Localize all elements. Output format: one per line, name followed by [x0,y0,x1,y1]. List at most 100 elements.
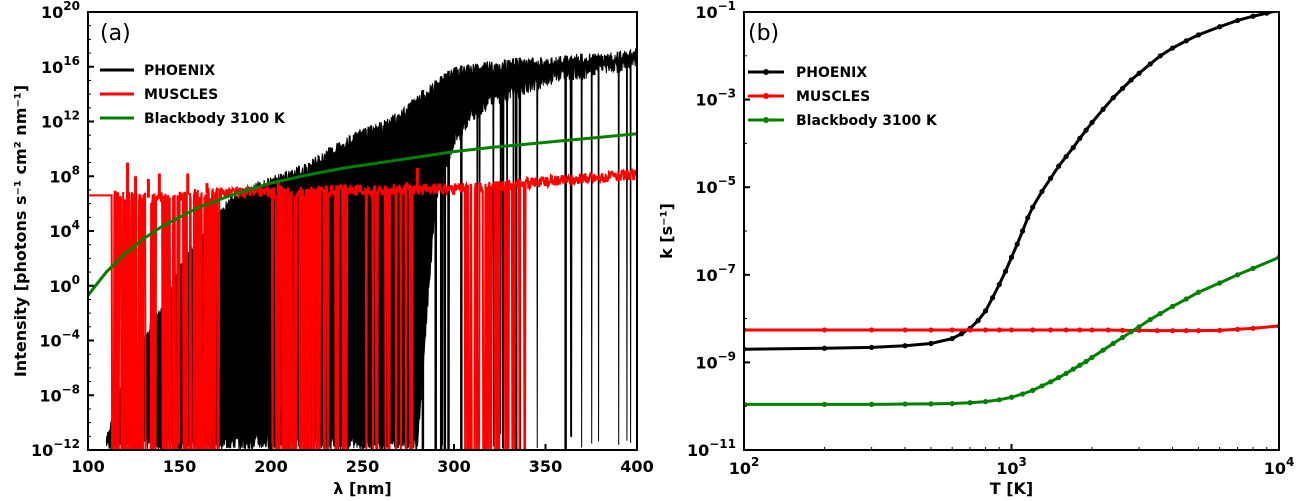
y-tick-label-b-2: 10−7 [695,262,736,285]
x-tick-label-a-5: 350 [529,457,562,476]
legend-marker-b-1 [763,93,769,99]
x-tick-label-b-1-exp: 3 [1018,455,1026,469]
marker-b-0-12 [1002,268,1009,274]
marker-b-0-35 [1195,32,1202,38]
y-tick-label-b-0: 10−11 [687,437,736,460]
marker-b-2-30 [1217,280,1223,286]
marker-b-2-21 [1110,340,1116,347]
marker-b-1-14 [1089,327,1095,333]
marker-b-1-21 [1195,328,1202,334]
marker-b-2-12 [1039,383,1045,389]
y-tick-label-b-1-base: 10 [695,353,717,372]
y-tick-label-a-2: 10−4 [39,328,80,351]
marker-b-2-18 [1083,358,1089,365]
y-tick-label-a-6-base: 10 [41,113,63,132]
marker-b-1-8 [996,327,1002,333]
y-tick-label-a-5: 108 [49,163,80,186]
marker-b-2-6 [967,400,973,406]
x-tick-label-a-2: 200 [254,457,287,476]
legend-marker-b-2 [763,117,769,123]
x-tick-label-b-2: 104 [1264,455,1295,478]
y-tick-label-a-8: 1020 [41,0,80,22]
marker-b-0-11 [996,281,1002,288]
marker-b-0-8 [975,318,981,324]
x-tick-label-b-2-exp: 4 [1286,455,1294,469]
marker-b-0-10 [990,295,996,301]
y-tick-label-a-8-base: 10 [41,3,63,22]
x-tick-label-a-0: 100 [71,457,104,476]
plot-area-b [744,12,1279,407]
y-tick-label-b-0-exp: −11 [709,437,736,451]
marker-b-0-23 [1077,135,1083,142]
marker-b-1-1 [821,327,828,333]
y-tick-label-b-4: 10−3 [695,87,736,110]
marker-b-2-20 [1100,347,1106,353]
marker-b-2-7 [982,399,989,405]
plot-area-a [88,48,637,450]
x-tick-label-a-3: 250 [346,457,379,476]
muscles-series-a [88,167,637,450]
marker-b-2-26 [1157,311,1163,317]
y-tick-label-a-0: 10−12 [31,437,80,460]
legend-entry-b-2: Blackbody 3100 K [796,113,938,129]
marker-b-0-31 [1147,61,1153,67]
marker-b-0-36 [1217,24,1223,30]
marker-b-0-33 [1169,45,1176,51]
marker-b-1-16 [1119,327,1126,333]
panel-a: 100 150 200 250 300 350 40010−1210−810−4100104… [11,0,654,498]
y-tick-label-a-3-base: 10 [49,277,71,296]
marker-b-1-7 [982,327,989,333]
marker-b-2-22 [1119,334,1126,341]
x-tick-label-b-0-exp: 2 [751,455,759,469]
marker-b-2-5 [949,400,955,407]
blackbody-series-a [88,132,637,297]
y-tick-label-a-7: 1016 [41,54,80,77]
marker-b-0-6 [958,331,965,337]
y-tick-label-a-3: 100 [49,273,80,296]
marker-b-1-2 [869,327,875,333]
marker-b-0-34 [1183,38,1189,44]
x-axis-label-a: λ [nm] [333,479,391,498]
marker-b-0-15 [1019,228,1026,234]
marker-b-0-18 [1039,188,1045,195]
y-tick-label-b-3: 10−5 [695,174,736,197]
x-tick-label-a-1: 150 [163,457,196,476]
y-tick-label-a-4-exp: 4 [72,218,80,232]
marker-b-0-19 [1047,175,1054,181]
marker-b-2-27 [1169,303,1176,309]
x-tick-label-a-6: 400 [620,457,653,476]
marker-b-0-9 [982,308,989,314]
marker-b-2-2 [869,401,875,407]
marker-b-1-23 [1234,326,1241,332]
marker-b-2-10 [1019,391,1026,397]
marker-b-0-30 [1136,70,1142,76]
marker-b-0-37 [1234,17,1241,24]
y-tick-label-b-5-exp: −1 [718,0,736,13]
y-tick-label-b-2-exp: −7 [718,262,736,276]
marker-b-0-14 [1014,241,1020,247]
marker-b-1-18 [1154,328,1160,334]
marker-b-2-11 [1030,387,1036,393]
y-tick-label-a-7-base: 10 [41,58,63,77]
y-tick-label-b-4-base: 10 [695,91,717,110]
legend-entry-b-0: PHOENIX [796,65,867,81]
legend-entry-a-2: Blackbody 3100 K [144,111,286,127]
marker-b-2-24 [1136,324,1142,330]
legend-marker-b-0 [763,69,769,75]
marker-b-1-22 [1217,327,1223,333]
marker-b-2-31 [1234,272,1241,278]
marker-b-2-8 [996,397,1002,403]
marker-b-1-5 [949,327,955,333]
series-markers-b-0 [744,12,1279,352]
marker-b-0-25 [1089,119,1095,126]
marker-b-0-5 [949,335,955,342]
y-tick-label-b-3-exp: −5 [718,174,736,188]
y-tick-label-a-4-base: 10 [49,222,71,241]
marker-b-2-19 [1089,354,1095,361]
y-tick-label-b-1-exp: −9 [718,349,736,363]
marker-b-2-28 [1183,296,1189,302]
marker-b-1-9 [1008,327,1015,333]
marker-b-2-32 [1250,265,1256,271]
series-markers-b-2 [744,254,1279,407]
